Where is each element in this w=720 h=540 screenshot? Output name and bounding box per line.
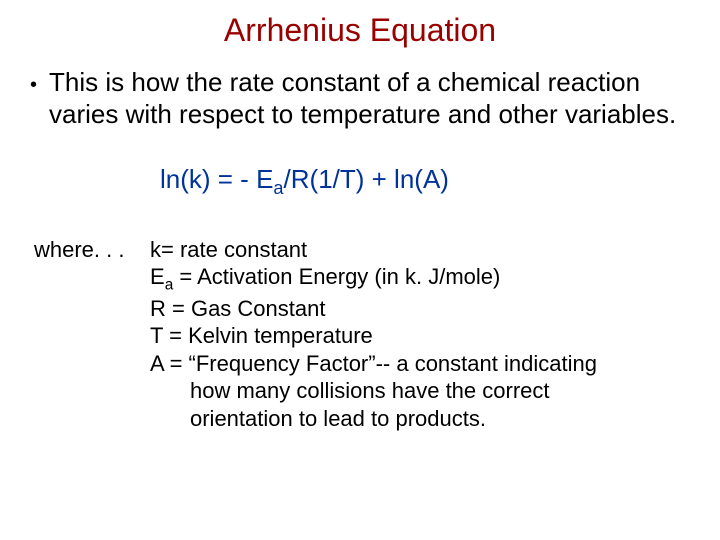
def-r: R = Gas Constant [150, 295, 690, 323]
equation-subscript: a [273, 179, 283, 199]
def-a-line3: orientation to lead to products. [150, 405, 690, 433]
def-a-line1: A = “Frequency Factor”-- a constant indi… [150, 350, 690, 378]
bullet-marker: • [30, 73, 37, 97]
where-label: where. . . [30, 236, 150, 264]
def-a-line2: how many collisions have the correct [150, 377, 690, 405]
bullet-text: This is how the rate constant of a chemi… [49, 67, 690, 130]
bullet-item: • This is how the rate constant of a che… [30, 67, 690, 130]
def-ea: Ea = Activation Energy (in k. J/mole) [150, 263, 690, 295]
page-title: Arrhenius Equation [30, 12, 690, 49]
equation-post: /R(1/T) + ln(A) [284, 164, 449, 194]
definitions-block: where. . . k= rate constant Ea = Activat… [30, 236, 690, 433]
def-ea-sub: a [165, 277, 174, 294]
def-k: k= rate constant [150, 236, 690, 264]
definition-list: k= rate constant Ea = Activation Energy … [150, 236, 690, 433]
equation: ln(k) = - Ea/R(1/T) + ln(A) [30, 164, 690, 199]
def-t: T = Kelvin temperature [150, 322, 690, 350]
def-ea-post: = Activation Energy (in k. J/mole) [173, 264, 500, 289]
equation-pre: ln(k) = - E [160, 164, 273, 194]
def-ea-pre: E [150, 264, 165, 289]
